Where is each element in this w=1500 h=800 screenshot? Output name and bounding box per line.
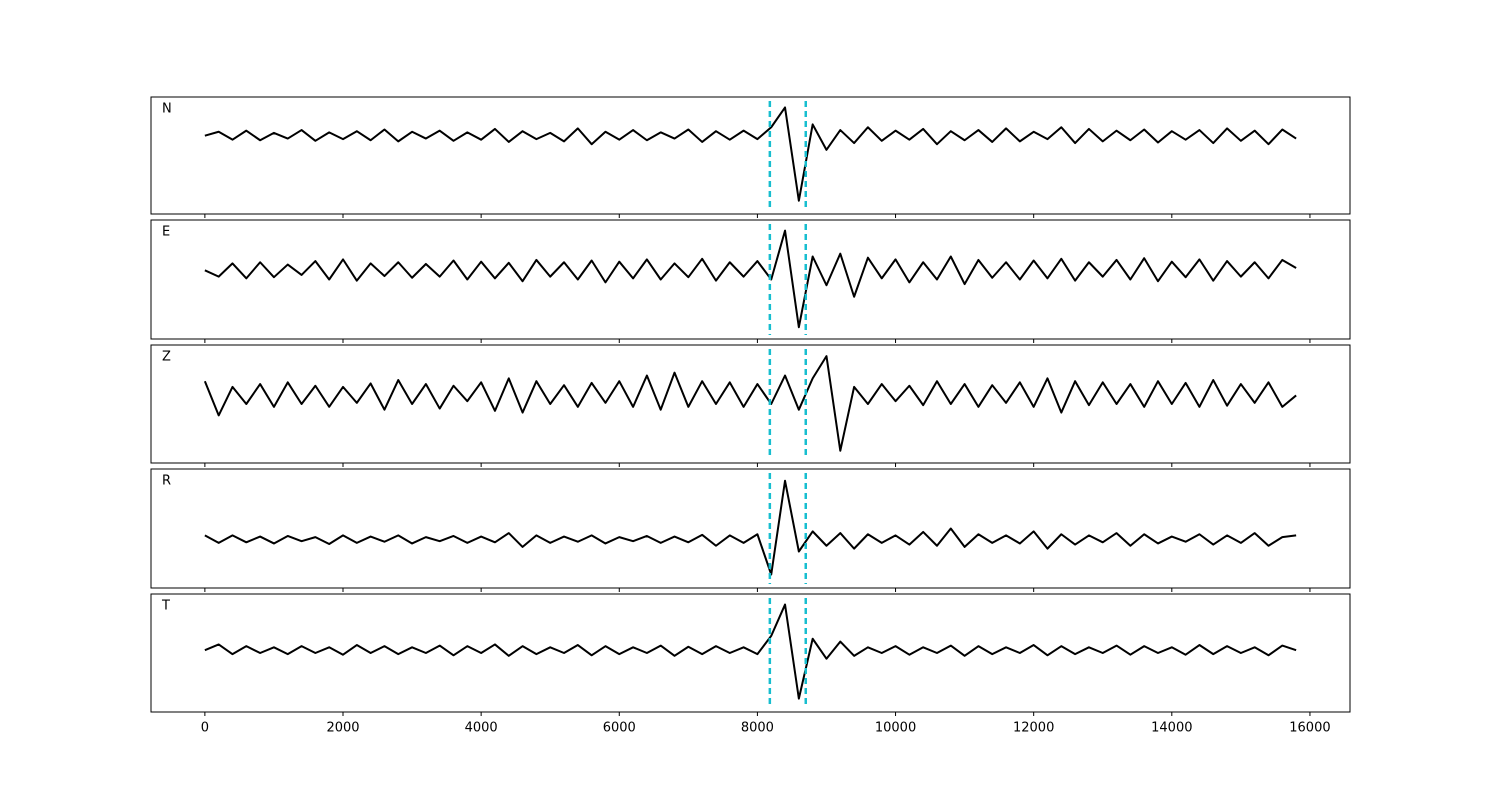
x-tick-label: 4000 <box>465 721 498 736</box>
panel-label: T <box>161 599 170 614</box>
x-tick-label: 2000 <box>326 721 359 736</box>
panel-label: Z <box>162 350 171 365</box>
trace <box>203 355 1297 452</box>
panel-label: N <box>162 102 172 117</box>
panel-frame <box>150 593 1351 713</box>
panel-label: R <box>162 474 171 489</box>
trace <box>204 479 1297 576</box>
panel-frame <box>150 344 1351 464</box>
x-tick-label: 14000 <box>1151 721 1192 736</box>
panel-frame <box>150 468 1351 589</box>
x-tick-label: 6000 <box>603 721 636 736</box>
panel-frame <box>150 96 1351 215</box>
x-tick-label: 0 <box>201 721 209 736</box>
trace <box>204 106 1297 202</box>
trace <box>204 229 1297 329</box>
x-tick-label: 16000 <box>1289 721 1330 736</box>
panel-label: E <box>162 225 170 240</box>
x-tick-label: 12000 <box>1013 721 1054 736</box>
x-tick-label: 10000 <box>875 721 916 736</box>
panel-frame <box>150 219 1351 340</box>
x-tick-label: 8000 <box>741 721 774 736</box>
trace <box>204 603 1297 700</box>
